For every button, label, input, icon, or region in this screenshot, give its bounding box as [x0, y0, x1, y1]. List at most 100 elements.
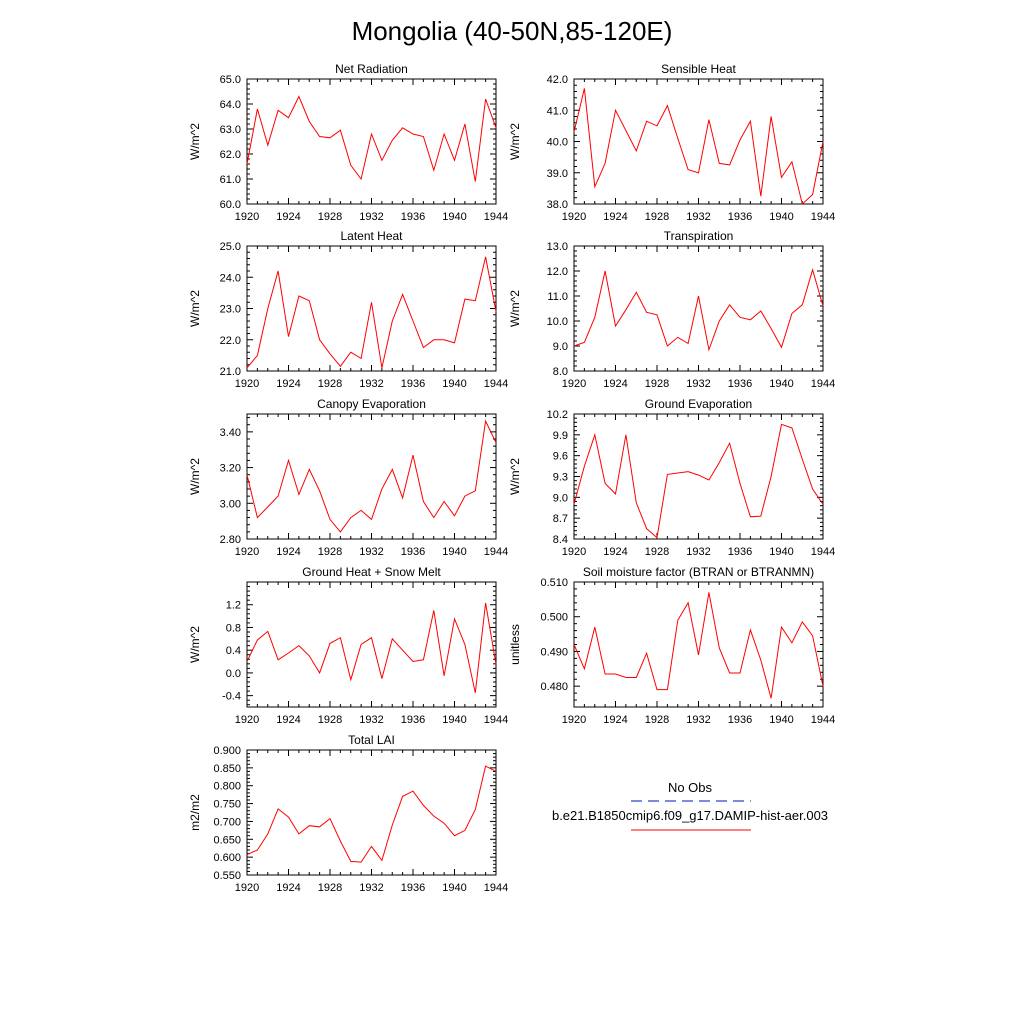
- x-tick-label: 1928: [645, 211, 669, 223]
- panel-ground-heat-snow-melt: 1920 1924 1928 1932 1936 1940 1944 -0.4 0.0 0.4 0.…: [188, 565, 508, 726]
- y-tick-label: 11.0: [547, 291, 568, 303]
- x-tick-label: 1920: [235, 378, 259, 390]
- panel-title: Ground Heat + Snow Melt: [302, 565, 441, 579]
- y-tick-label: 22.0: [220, 335, 241, 347]
- x-tick-label: 1932: [686, 211, 710, 223]
- y-tick-label: 0.650: [213, 834, 241, 846]
- y-tick-label: 65.0: [220, 74, 241, 86]
- x-tick-label: 1928: [318, 211, 342, 223]
- y-axis-label: W/m^2: [508, 290, 522, 327]
- y-axis-label: W/m^2: [508, 458, 522, 495]
- plot-frame: [246, 78, 497, 205]
- x-tick-label: 1932: [686, 714, 710, 726]
- x-tick-label: 1932: [359, 211, 383, 223]
- plot-frame: [246, 413, 497, 540]
- y-tick-label: 8.0: [553, 366, 568, 378]
- y-tick-label: 9.6: [553, 451, 568, 463]
- x-tick-label: 1936: [401, 714, 425, 726]
- x-tick-label: 1940: [442, 378, 466, 390]
- legend: No Obs b.e21.B1850cmip6.f09_g17.DAMIP-hi…: [552, 780, 828, 831]
- y-tick-label: 3.00: [220, 498, 241, 510]
- x-tick-label: 1944: [484, 211, 508, 223]
- x-tick-label: 1924: [276, 378, 300, 390]
- x-tick-label: 1940: [442, 546, 466, 558]
- y-tick-label: 0.800: [213, 781, 241, 793]
- y-axis-label: W/m^2: [188, 290, 202, 327]
- panel-title: Ground Evaporation: [645, 397, 752, 411]
- y-tick-label: 10.2: [547, 409, 568, 421]
- x-tick-label: 1932: [359, 882, 383, 894]
- y-tick-label: 42.0: [547, 74, 568, 86]
- panel-canopy-evaporation: 1920 1924 1928 1932 1936 1940 1944 2.80 3.00 3.20…: [188, 397, 508, 558]
- x-tick-label: 1944: [484, 882, 508, 894]
- series-line: [573, 592, 824, 699]
- x-tick-label: 1944: [484, 546, 508, 558]
- x-tick-label: 1928: [318, 378, 342, 390]
- y-tick-label: 0.900: [213, 745, 241, 757]
- y-tick-label: 0.480: [540, 681, 568, 693]
- series-line: [573, 268, 824, 352]
- x-tick-label: 1920: [562, 546, 586, 558]
- x-tick-label: 1940: [442, 211, 466, 223]
- panel-latent-heat: 1920 1924 1928 1932 1936 1940 1944 21.0 22.0 23.0…: [188, 229, 508, 390]
- y-tick-label: -0.4: [222, 691, 241, 703]
- legend-model-label: b.e21.B1850cmip6.f09_g17.DAMIP-hist-aer.…: [552, 808, 828, 823]
- y-tick-label: 41.0: [547, 105, 568, 117]
- x-tick-label: 1944: [811, 714, 835, 726]
- y-tick-label: 0.600: [213, 852, 241, 864]
- y-tick-label: 61.0: [220, 174, 241, 186]
- x-tick-label: 1924: [603, 378, 627, 390]
- series-line: [246, 765, 497, 863]
- y-tick-label: 40.0: [547, 137, 568, 149]
- plot-frame: [573, 581, 824, 708]
- series-line: [246, 602, 497, 693]
- y-tick-label: 0.850: [213, 763, 241, 775]
- x-tick-label: 1936: [728, 378, 752, 390]
- x-tick-label: 1944: [484, 714, 508, 726]
- x-tick-label: 1944: [484, 378, 508, 390]
- y-axis-label: W/m^2: [508, 123, 522, 160]
- x-tick-label: 1924: [603, 211, 627, 223]
- panel-title: Latent Heat: [340, 229, 403, 243]
- y-tick-label: 13.0: [547, 241, 568, 253]
- y-tick-label: 2.80: [220, 534, 241, 546]
- x-tick-label: 1940: [769, 211, 793, 223]
- y-tick-label: 0.490: [540, 646, 568, 658]
- y-tick-label: 0.700: [213, 816, 241, 828]
- x-tick-label: 1924: [276, 714, 300, 726]
- series-line: [573, 88, 824, 205]
- x-tick-label: 1936: [728, 714, 752, 726]
- y-tick-label: 10.0: [547, 316, 568, 328]
- x-tick-label: 1928: [645, 378, 669, 390]
- x-tick-label: 1940: [442, 882, 466, 894]
- panel-title: Total LAI: [348, 733, 395, 747]
- x-tick-label: 1940: [442, 714, 466, 726]
- x-tick-label: 1920: [235, 211, 259, 223]
- y-tick-label: 12.0: [547, 266, 568, 278]
- panel-total-lai: 1920 1924 1928 1932 1936 1940 1944 0.550 0.600 0.…: [188, 733, 508, 894]
- x-tick-label: 1928: [318, 714, 342, 726]
- x-tick-label: 1920: [235, 714, 259, 726]
- panels: 1920 1924 1928 1932 1936 1940 1944 60.0 61.0 62.0…: [188, 62, 835, 894]
- y-tick-label: 0.550: [213, 870, 241, 882]
- x-tick-label: 1920: [562, 378, 586, 390]
- y-tick-label: 0.4: [226, 645, 241, 657]
- x-tick-label: 1928: [645, 546, 669, 558]
- y-tick-label: 0.500: [540, 612, 568, 624]
- y-tick-label: 62.0: [220, 149, 241, 161]
- x-tick-label: 1924: [276, 546, 300, 558]
- panel-sensible-heat: 1920 1924 1928 1932 1936 1940 1944 38.0 39.0 40.0…: [508, 62, 835, 223]
- x-tick-label: 1940: [769, 714, 793, 726]
- y-tick-label: 38.0: [547, 199, 568, 211]
- figure-title: Mongolia (40-50N,85-120E): [352, 16, 673, 46]
- y-tick-label: 39.0: [547, 168, 568, 180]
- panel-title: Soil moisture factor (BTRAN or BTRANMN): [583, 565, 814, 579]
- x-tick-label: 1928: [318, 546, 342, 558]
- panel-ground-evaporation: 1920 1924 1928 1932 1936 1940 1944 8.4 8.7 9.0 9.3…: [508, 397, 835, 558]
- plot-frame: [573, 78, 824, 205]
- panel-title: Canopy Evaporation: [317, 397, 426, 411]
- x-tick-label: 1944: [811, 378, 835, 390]
- x-tick-label: 1932: [359, 546, 383, 558]
- y-tick-label: 60.0: [220, 199, 241, 211]
- y-tick-label: 8.7: [553, 513, 568, 525]
